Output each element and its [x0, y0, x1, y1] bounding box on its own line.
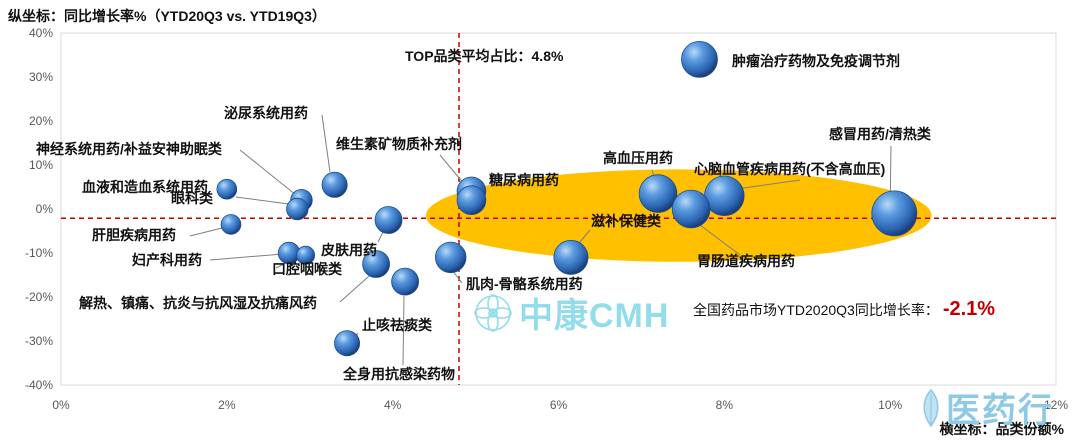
bubble-point	[871, 190, 918, 237]
bubble-label: 眼科类	[171, 190, 214, 206]
bubble-point	[362, 250, 390, 278]
bubble-label: 肌肉-骨骼系统用药	[466, 276, 583, 292]
market-growth-note-value: -2.1%	[942, 298, 996, 320]
leader-line	[699, 224, 741, 256]
bubble-point	[216, 178, 238, 200]
bubble-label: 维生素矿物质补充剂	[336, 136, 462, 152]
bubble-point	[435, 241, 467, 274]
x-tick-label: 0%	[52, 398, 70, 412]
bubble-label: 感冒用药/清热类	[829, 126, 932, 142]
bubble-point	[334, 330, 361, 357]
leader-line	[239, 149, 297, 196]
bubble-point	[220, 214, 242, 235]
market-growth-note: 全国药品市场YTD2020Q3同比增长率： -2.1%	[693, 298, 995, 321]
x-tick-label: 12%	[1044, 398, 1068, 412]
y-tick-label: -40%	[25, 378, 53, 392]
bubble-point	[286, 197, 309, 221]
bubble-point	[681, 41, 718, 78]
leader-line	[235, 196, 297, 206]
bubble-label: 血液和造血系统用药	[82, 179, 208, 195]
x-tick-label: 4%	[384, 398, 402, 412]
y-tick-label: 30%	[29, 70, 53, 84]
bubble-point	[704, 175, 745, 216]
bubble-label: 糖尿病用药	[489, 172, 559, 188]
x-tick-label: 2%	[218, 398, 236, 412]
bubble-label: 止咳祛痰类	[362, 317, 433, 333]
bubble-point	[374, 206, 403, 234]
bubble-point	[296, 245, 316, 265]
bubble-label: 解热、镇痛、抗炎与抗风湿及抗痛风药	[79, 295, 317, 311]
bubble-label: 妇产科用药	[131, 252, 202, 268]
bubble-label: 皮肤用药	[320, 242, 377, 258]
y-tick-label: 20%	[29, 114, 53, 128]
x-tick-label: 10%	[878, 398, 902, 412]
bubble-point	[321, 171, 348, 198]
x-tick-label: 8%	[716, 398, 734, 412]
x-tick-label: 6%	[550, 398, 568, 412]
average-share-annotation: TOP品类平均占比：4.8%	[405, 48, 564, 64]
bubble-label: 心脑血管疾病用药(不含高血压)	[694, 161, 885, 177]
bubbles-layer	[216, 41, 918, 357]
y-tick-label: -30%	[25, 334, 53, 348]
bubble-label: 胃肠道疾病用药	[697, 253, 795, 269]
bubble-label: 肿瘤治疗药物及免疫调节剂	[732, 53, 900, 69]
bubble-label: 滋补保健类	[591, 213, 662, 229]
bubble-label: 神经系统用药/补益安神助眠类	[36, 141, 223, 157]
bubble-label: 全身用抗感染药物	[342, 366, 455, 382]
y-tick-label: 0%	[36, 202, 54, 216]
bubble-label: 高血压用药	[603, 150, 673, 166]
y-tick-label: 40%	[29, 26, 53, 40]
bubble-point	[671, 189, 711, 229]
bubble-label: 口腔咽喉类	[272, 261, 343, 277]
x-axis-title: 横坐标：品类份额%	[939, 421, 1064, 437]
bubble-point	[391, 267, 420, 296]
y-axis-title: 纵坐标：同比增长率%（YTD20Q3 vs. YTD19Q3）	[8, 8, 326, 24]
bubble-label: 肝胆疾病用药	[92, 227, 176, 243]
y-tick-label: 10%	[29, 158, 53, 172]
bubble-point	[553, 239, 589, 275]
leader-line	[321, 114, 331, 173]
y-tick-label: -10%	[25, 246, 53, 260]
leader-line	[439, 154, 466, 186]
bubble-label: 泌尿系统用药	[224, 105, 308, 121]
axes-layer: 0% 2% 4% 6% 8% 10% 12% 40% 30% 20% 10% 0% -10% -20% -3…	[25, 26, 1068, 412]
leader-line	[377, 231, 384, 243]
leader-line	[402, 295, 405, 366]
market-growth-note-label: 全国药品市场YTD2020Q3同比增长率：	[693, 302, 939, 318]
bubble-point	[638, 174, 678, 213]
leader-lines-layer	[189, 114, 892, 366]
leader-line	[189, 226, 227, 237]
y-tick-label: -20%	[25, 290, 53, 304]
leader-line	[209, 253, 284, 261]
bubble-point	[456, 185, 487, 216]
